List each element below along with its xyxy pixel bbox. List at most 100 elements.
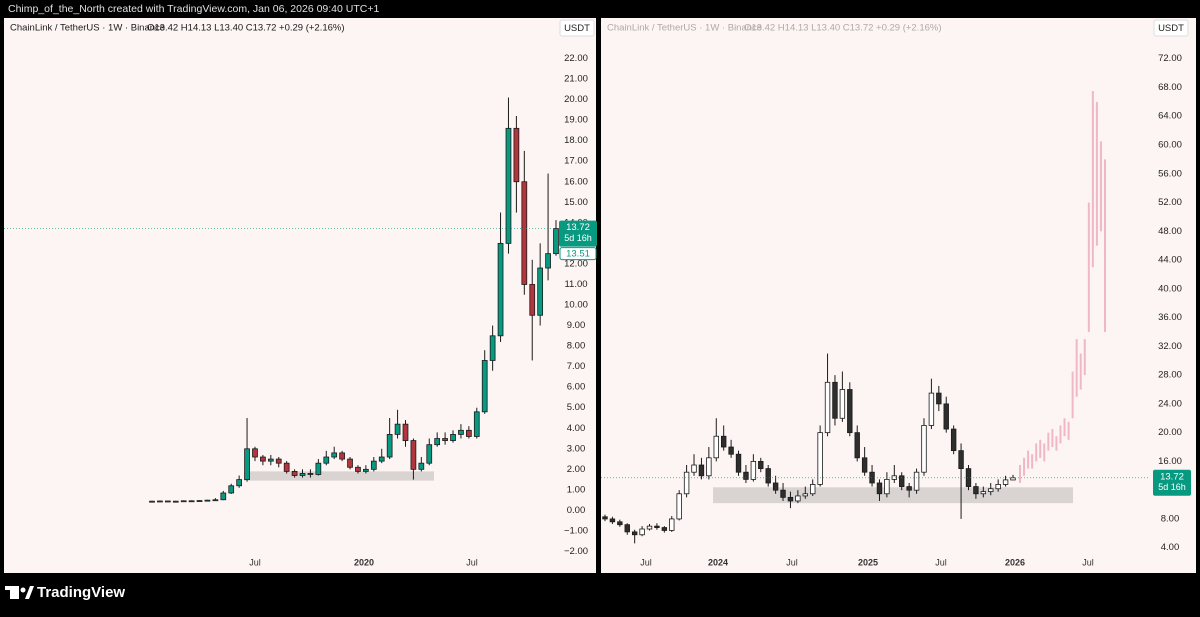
candle-body	[698, 464, 705, 477]
candle-body	[418, 462, 425, 470]
candle-body	[988, 488, 994, 493]
mark-price-box	[559, 247, 597, 261]
x-tick-label: 2024	[708, 557, 728, 567]
y-tick-label: −1.00	[564, 525, 588, 536]
candle-body	[735, 453, 742, 473]
candle-body	[545, 253, 551, 269]
candle-body	[473, 411, 480, 437]
x-tick-label: 2025	[858, 557, 878, 567]
candle-body	[1002, 479, 1009, 485]
projection-bar	[1095, 101, 1098, 246]
projection-bar	[1071, 371, 1074, 419]
candle-body	[713, 435, 719, 459]
projection-bar	[1067, 421, 1070, 440]
currency-label: USDT	[1158, 23, 1184, 34]
brand-name: TradingView	[37, 584, 125, 601]
candle-body	[691, 464, 697, 473]
candle-body	[602, 516, 608, 520]
x-tick-label: 2020	[354, 557, 374, 567]
candle-body	[980, 491, 987, 495]
candle-body	[386, 434, 393, 458]
mark-price-label: 13.51	[566, 249, 590, 260]
y-tick-label: 56.00	[1158, 168, 1182, 179]
candle-body	[758, 461, 764, 470]
candle-body	[936, 392, 942, 405]
logo-mark	[10, 586, 19, 599]
y-tick-label: 48.00	[1158, 226, 1182, 237]
projection-bar	[1019, 465, 1021, 483]
candle-body	[315, 462, 322, 475]
y-tick-label: 17.00	[564, 156, 588, 167]
projection-bar	[1035, 443, 1038, 462]
ohlc-label: O13.42 H14.13 L13.40 C13.72 +0.29 (+2.16…	[147, 23, 345, 34]
candle-body	[244, 448, 250, 481]
candle-body	[906, 486, 912, 491]
ohlc-label: O13.42 H14.13 L13.40 C13.72 +0.29 (+2.16…	[744, 23, 942, 34]
candle-body	[817, 432, 823, 485]
y-tick-label: 16.00	[1158, 456, 1182, 467]
candle-body	[450, 434, 456, 441]
currency-box	[1153, 19, 1189, 37]
candle-body	[394, 423, 401, 435]
chart-panel	[4, 18, 596, 573]
candle-body	[958, 450, 964, 470]
x-tick-label: 2026	[1005, 557, 1025, 567]
candle-body	[331, 452, 338, 458]
candle-body	[180, 500, 187, 503]
y-tick-label: 5.00	[567, 402, 586, 413]
candle-body	[876, 482, 883, 495]
candle-body	[995, 484, 1001, 490]
candle-body	[212, 499, 219, 502]
candle-body	[426, 444, 433, 464]
y-tick-label: 9.00	[567, 320, 586, 331]
candle-body	[236, 479, 242, 487]
candle-body	[553, 228, 559, 255]
candle-body	[172, 500, 179, 503]
projection-bar	[1027, 450, 1030, 469]
y-tick-label: 40.00	[1158, 283, 1182, 294]
y-tick-label: 64.00	[1158, 111, 1182, 122]
candle-body	[196, 500, 203, 502]
y-tick-label: 36.00	[1158, 312, 1182, 323]
y-tick-label: 8.00	[567, 341, 586, 352]
last-price-box	[1153, 469, 1191, 496]
projection-bar	[1063, 418, 1066, 437]
candle-body	[639, 528, 645, 536]
candle-body	[646, 525, 653, 530]
candle-body	[347, 458, 353, 468]
candle-body	[497, 242, 504, 337]
candle-body	[921, 425, 927, 473]
symbol-label: ChainLink / TetherUS · 1W · Binance	[607, 23, 762, 34]
y-tick-label: 15.00	[564, 197, 588, 208]
candle-body	[188, 500, 195, 503]
y-tick-label: 21.00	[564, 74, 588, 85]
candle-body	[157, 500, 163, 503]
y-tick-label: 10.00	[564, 300, 588, 311]
candle-body	[609, 518, 616, 523]
candle-body	[617, 521, 623, 526]
candle-body	[624, 524, 630, 533]
candle-body	[839, 389, 846, 419]
candle-body	[631, 531, 638, 536]
candle-body	[513, 127, 520, 183]
x-tick-label: Jul	[466, 557, 478, 567]
candle-body	[832, 381, 838, 419]
candle-body	[252, 448, 258, 458]
attribution: Chimp_of_the_North created with TradingV…	[8, 3, 379, 15]
x-tick-label: Jul	[249, 557, 261, 567]
candle-body	[537, 267, 544, 316]
projection-bar	[1031, 454, 1034, 469]
y-tick-label: 22.00	[564, 53, 588, 64]
candle-body	[466, 429, 472, 437]
logo-mark	[5, 586, 15, 590]
countdown-label: 5d 16h	[1158, 482, 1186, 492]
x-tick-label: Jul	[786, 557, 798, 567]
last-price-label: 13.72	[1160, 471, 1184, 482]
candle-body	[720, 435, 727, 448]
projection-bar	[1039, 439, 1042, 458]
x-tick-label: Jul	[1082, 557, 1094, 567]
projection-bar	[1079, 353, 1082, 390]
candle-body	[489, 335, 496, 361]
projection-bar	[1043, 443, 1046, 462]
